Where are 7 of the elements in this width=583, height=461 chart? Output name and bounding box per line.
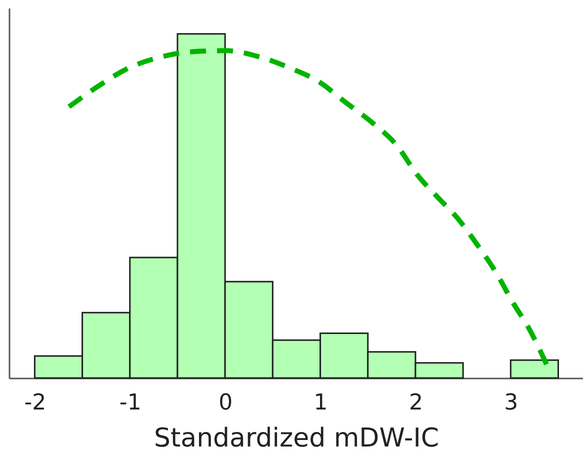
x-tick-label: -2 [24,390,46,416]
x-tick-label: 1 [314,390,328,416]
x-tick-label: 0 [218,390,233,416]
x-tick-label: 2 [408,390,423,416]
x-tick-label: 3 [504,390,518,416]
x-tick-label: -1 [119,390,142,416]
x-axis-title: Standardized mDW-IC [154,424,440,454]
